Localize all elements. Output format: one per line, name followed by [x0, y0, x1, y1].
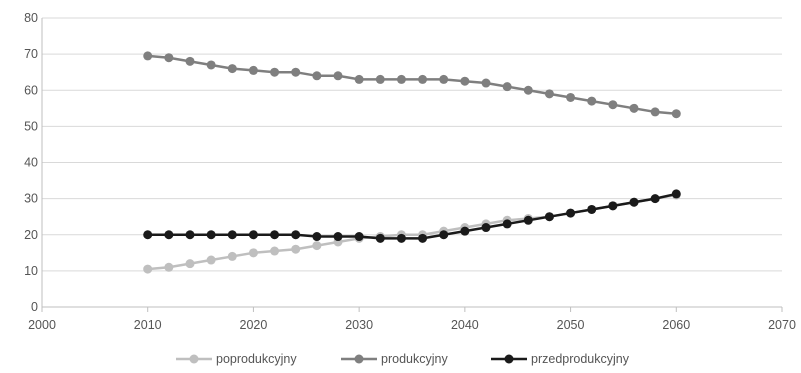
- data-point: [566, 208, 576, 218]
- data-point: [460, 226, 470, 236]
- data-point: [481, 223, 491, 233]
- data-point: [481, 78, 491, 88]
- data-point: [185, 230, 195, 240]
- y-tick-label: 30: [24, 192, 38, 206]
- series-poprodukcyjny: [143, 190, 681, 274]
- legend-marker: [189, 354, 199, 364]
- data-point: [671, 189, 681, 199]
- data-point: [227, 64, 237, 74]
- y-tick-label: 0: [31, 300, 38, 314]
- data-point: [143, 230, 153, 240]
- data-point: [291, 244, 301, 254]
- data-point: [544, 89, 554, 99]
- y-tick-label: 50: [24, 119, 38, 133]
- data-point: [227, 251, 237, 261]
- data-point: [227, 230, 237, 240]
- data-point: [396, 74, 406, 84]
- data-point: [418, 233, 428, 243]
- legend-item-przedprodukcyjny: przedprodukcyjny: [491, 352, 630, 366]
- data-point: [587, 96, 597, 106]
- x-tick-labels: 2000 2010 2020 2030 2040 2050 2060 2070: [28, 318, 796, 332]
- data-point: [291, 67, 301, 77]
- legend-item-produkcyjny: produkcyjny: [341, 352, 448, 366]
- data-point: [396, 233, 406, 243]
- data-point: [164, 262, 174, 272]
- data-point: [354, 232, 364, 242]
- x-tick-label: 2050: [557, 318, 585, 332]
- data-point: [248, 248, 258, 258]
- series-produkcyjny: [143, 51, 681, 119]
- x-tick-label: 2000: [28, 318, 56, 332]
- data-point: [312, 71, 322, 81]
- x-tick-label: 2060: [662, 318, 690, 332]
- legend-label: produkcyjny: [381, 352, 448, 366]
- data-point: [248, 65, 258, 75]
- data-point: [502, 219, 512, 229]
- data-point: [185, 56, 195, 66]
- data-point: [270, 67, 280, 77]
- data-point: [375, 233, 385, 243]
- data-point: [608, 100, 618, 110]
- data-point: [566, 92, 576, 102]
- x-tick-label: 2030: [345, 318, 373, 332]
- legend-marker: [504, 354, 514, 364]
- x-tick-label: 2020: [240, 318, 268, 332]
- axes: [41, 18, 783, 312]
- legend-marker: [354, 354, 364, 364]
- legend: poprodukcyjny produkcyjny przedprodukcyjny: [176, 352, 630, 366]
- y-tick-label: 10: [24, 264, 38, 278]
- series-line: [147, 193, 677, 271]
- data-point: [375, 74, 385, 84]
- series-przedprodukcyjny: [143, 189, 681, 243]
- y-tick-labels: 0 10 20 30 40 50 60 70 80: [24, 11, 38, 314]
- data-point: [587, 204, 597, 214]
- data-point: [333, 232, 343, 242]
- y-tick-label: 70: [24, 47, 38, 61]
- data-point: [312, 241, 322, 251]
- data-point: [206, 60, 216, 70]
- x-tick-label: 2040: [451, 318, 479, 332]
- data-point: [608, 201, 618, 211]
- data-point: [439, 230, 449, 240]
- data-point: [206, 255, 216, 265]
- y-tick-label: 60: [24, 83, 38, 97]
- data-point: [164, 53, 174, 63]
- data-point: [164, 230, 174, 240]
- data-point: [629, 103, 639, 113]
- legend-label: przedprodukcyjny: [531, 352, 630, 366]
- data-point: [333, 71, 343, 81]
- series-line: [147, 192, 677, 240]
- y-tick-label: 20: [24, 228, 38, 242]
- y-tick-label: 40: [24, 156, 38, 170]
- data-point: [523, 85, 533, 95]
- data-point: [629, 197, 639, 207]
- data-point: [143, 264, 153, 274]
- x-tick-label: 2010: [134, 318, 162, 332]
- data-point: [418, 74, 428, 84]
- data-point: [312, 232, 322, 242]
- series-group: [143, 51, 681, 274]
- data-point: [270, 230, 280, 240]
- x-tick-label: 2070: [768, 318, 796, 332]
- data-point: [439, 74, 449, 84]
- data-point: [270, 246, 280, 256]
- data-point: [502, 82, 512, 92]
- data-point: [143, 51, 153, 61]
- y-tick-label: 80: [24, 11, 38, 25]
- data-point: [291, 230, 301, 240]
- data-point: [248, 230, 258, 240]
- data-point: [460, 76, 470, 86]
- data-point: [650, 194, 660, 204]
- data-point: [544, 212, 554, 222]
- data-point: [185, 259, 195, 269]
- legend-item-poprodukcyjny: poprodukcyjny: [176, 352, 297, 366]
- data-point: [650, 107, 660, 117]
- series-line: [147, 54, 677, 115]
- data-point: [206, 230, 216, 240]
- data-point: [671, 109, 681, 119]
- data-point: [523, 215, 533, 225]
- legend-label: poprodukcyjny: [216, 352, 297, 366]
- data-point: [354, 74, 364, 84]
